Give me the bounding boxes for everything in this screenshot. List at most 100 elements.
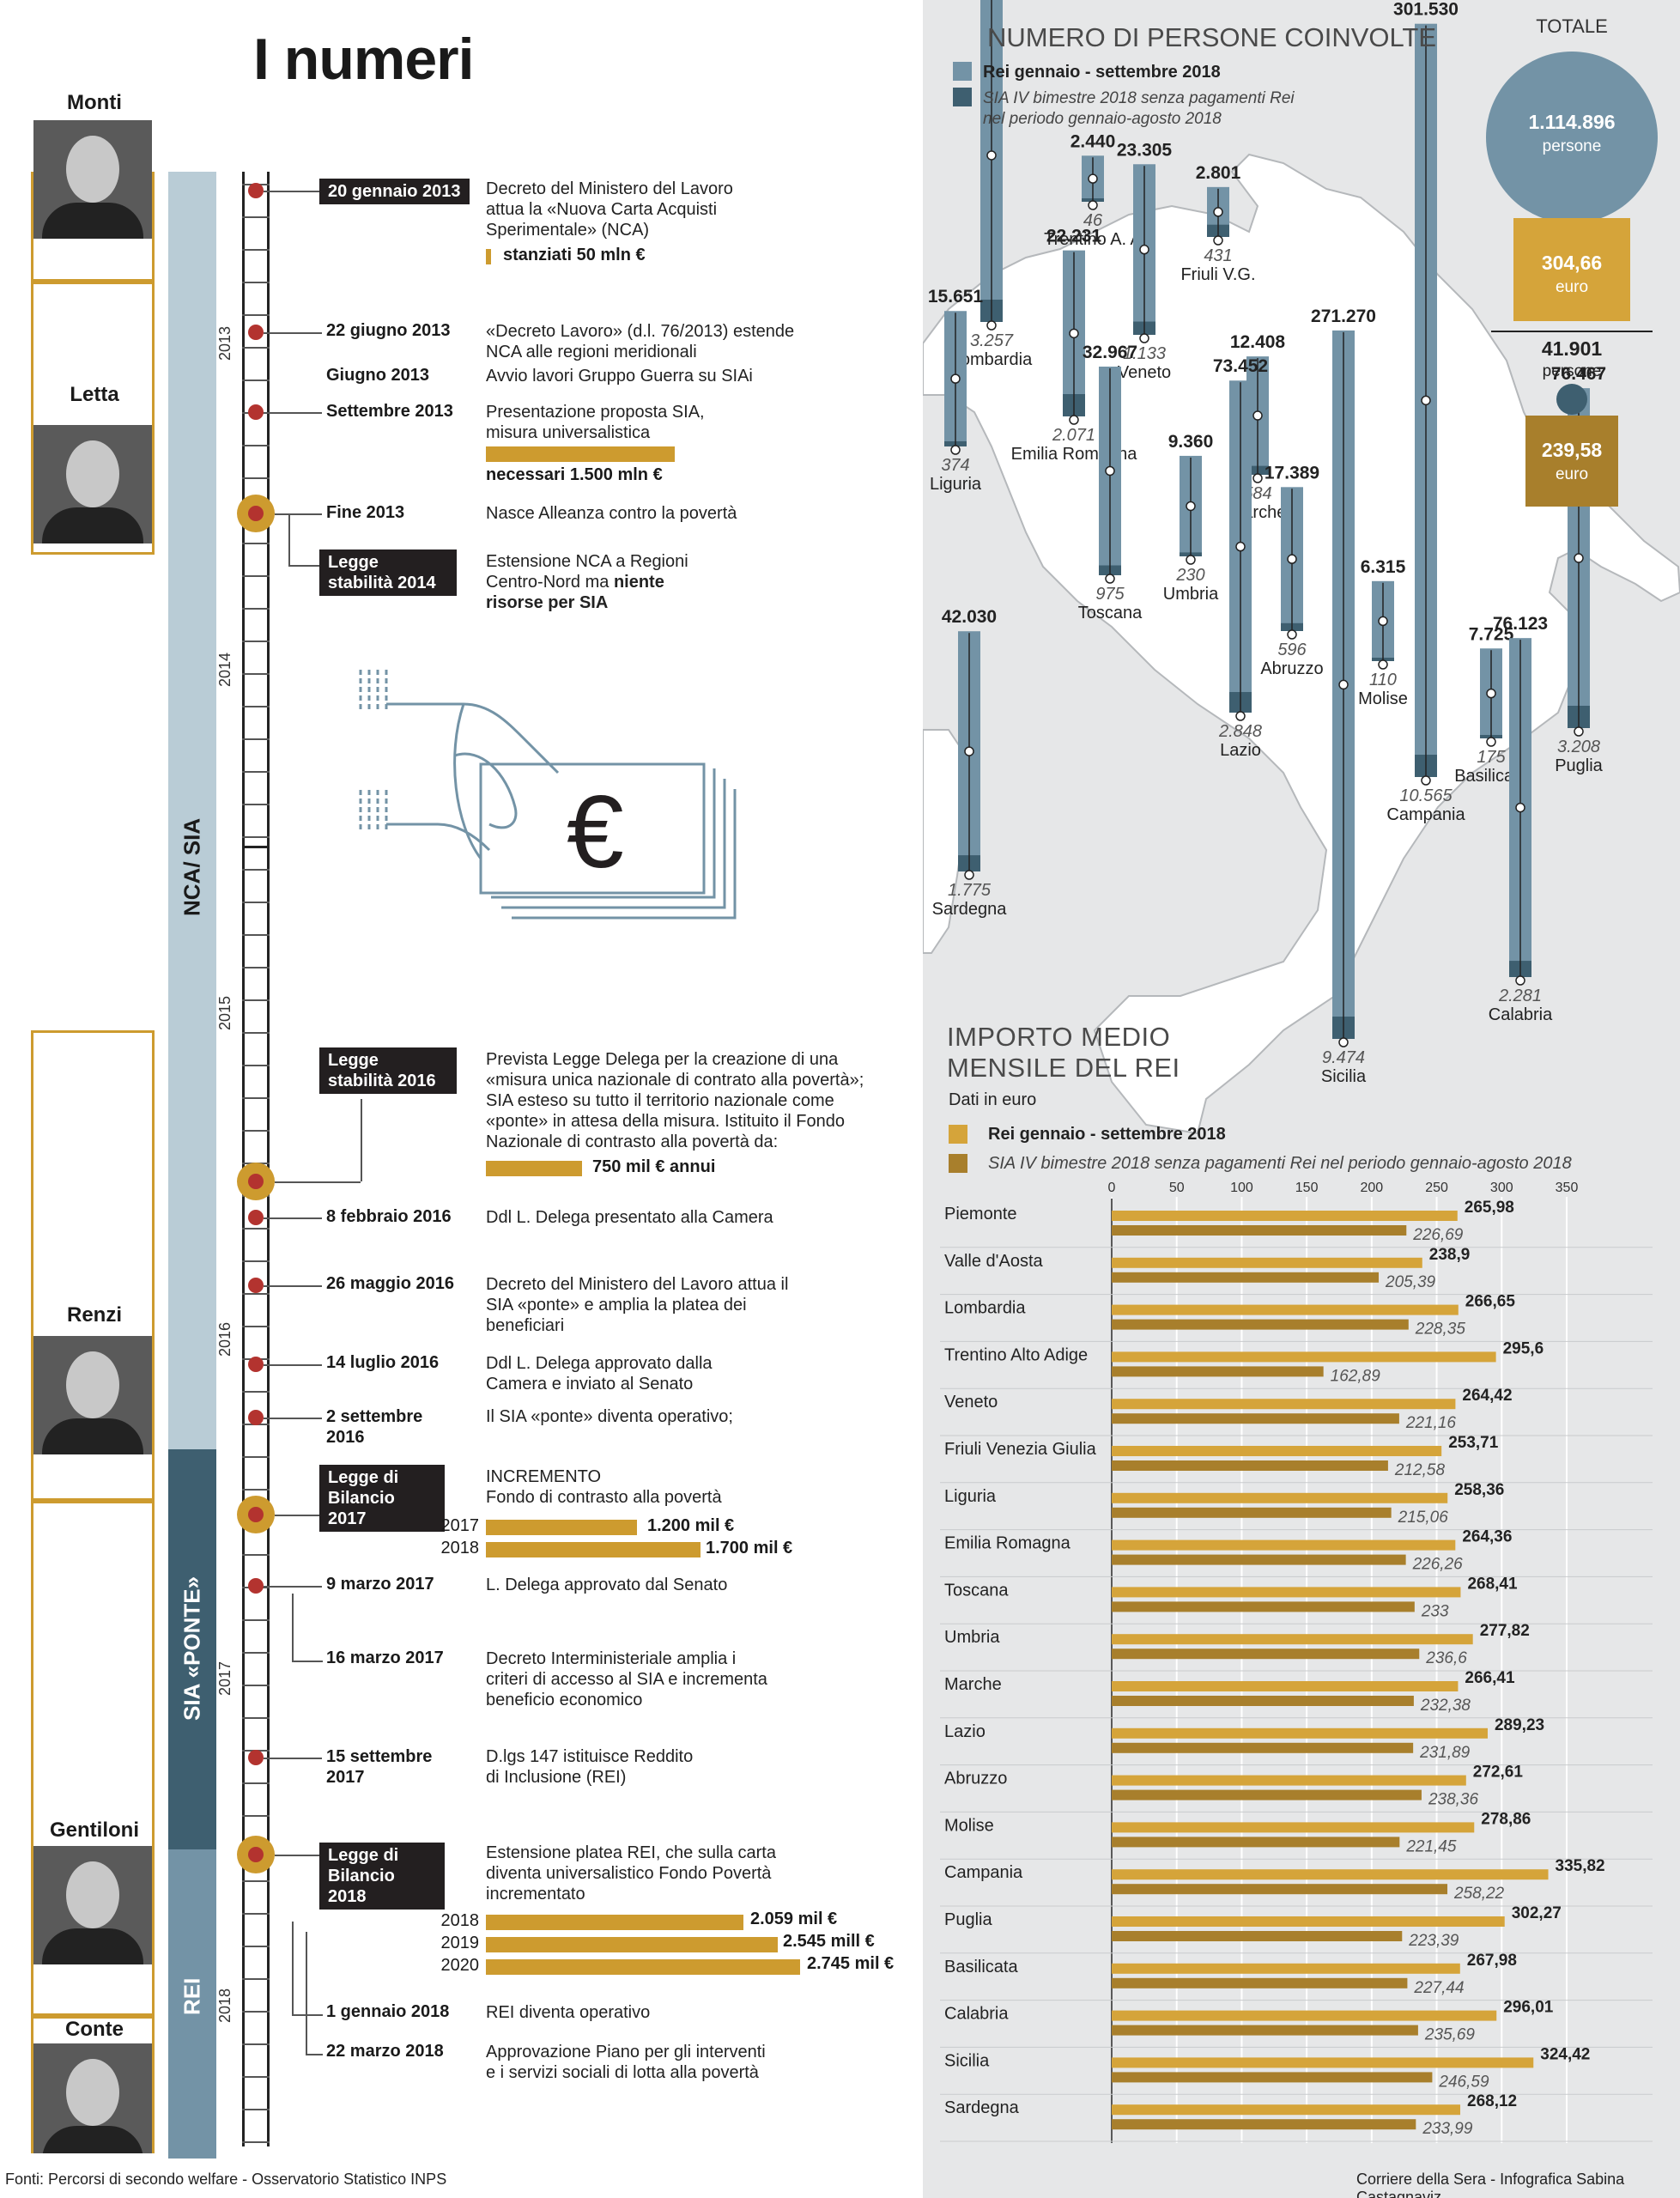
event-date-e1: 20 gennaio 2013 bbox=[319, 179, 470, 204]
bar-label-sia: 227,44 bbox=[1413, 1979, 1464, 1997]
map-label-rei: 9.360 bbox=[1168, 432, 1214, 452]
bar-label-sia: 228,35 bbox=[1415, 1321, 1466, 1339]
event-text-e9: Decreto del Ministero del Lavoro attua i… bbox=[486, 1275, 789, 1335]
category-label: Lazio bbox=[944, 1722, 986, 1741]
bar-sia bbox=[1112, 1884, 1448, 1895]
map-point-rei bbox=[1515, 802, 1525, 813]
event-dot bbox=[248, 1357, 264, 1372]
map-label-sia: 110 bbox=[1369, 671, 1397, 689]
fund-bar-e4 bbox=[486, 446, 675, 462]
category-label: Trentino Alto Adige bbox=[944, 1345, 1088, 1364]
map-label-rei: 76.467 bbox=[1551, 364, 1606, 384]
bar-rei bbox=[1112, 1257, 1422, 1268]
category-label: Basilicata bbox=[944, 1958, 1018, 1976]
event-text-e15: D.lgs 147 istituisce Reddito di Inclusio… bbox=[486, 1747, 694, 1787]
x-tick-label: 150 bbox=[1295, 1181, 1319, 1195]
bar-sia bbox=[1112, 1789, 1422, 1800]
rail-tick bbox=[242, 1685, 270, 1686]
person-name-gentiloni: Gentiloni bbox=[50, 1819, 139, 1842]
bar-rei bbox=[1112, 1351, 1496, 1363]
rail-tick bbox=[242, 575, 270, 577]
year-2013: 2013 bbox=[216, 326, 234, 361]
total-sia-people: 41.901 bbox=[1542, 337, 1603, 360]
event-date-e16: Legge di Bilancio 2018 bbox=[319, 1843, 445, 1910]
bar-sia bbox=[1112, 1648, 1420, 1660]
category-label: Lombardia bbox=[944, 1299, 1026, 1318]
total-sia-amount-unit: euro bbox=[1556, 465, 1588, 483]
amount-chart-title: IMPORTO MEDIO MENSILE DEL REI bbox=[947, 1022, 1180, 1083]
map-label-rei: 12.408 bbox=[1230, 332, 1286, 352]
map-point-rei bbox=[964, 746, 974, 756]
fund-label-e4: necessari 1.500 mln € bbox=[486, 465, 663, 484]
event-date-e8: 8 febbraio 2016 bbox=[326, 1207, 452, 1226]
bar-label-rei: 258,36 bbox=[1454, 1481, 1504, 1499]
event-date-e12: Legge di Bilancio 2017 bbox=[319, 1465, 445, 1532]
milestone-dot bbox=[237, 1496, 275, 1533]
rail-tick bbox=[242, 543, 270, 544]
bar-label-sia: 226,69 bbox=[1412, 1226, 1464, 1244]
fund-bar-e7 bbox=[486, 1161, 582, 1176]
category-label: Veneto bbox=[944, 1393, 998, 1412]
map-point-sia bbox=[1105, 574, 1115, 584]
bar-label-sia: 236,6 bbox=[1425, 1649, 1467, 1667]
bar-label-rei: 278,86 bbox=[1481, 1810, 1531, 1828]
map-point-rei bbox=[986, 150, 997, 161]
bar-label-sia: 258,22 bbox=[1453, 1885, 1505, 1903]
fund-bar bbox=[486, 1520, 637, 1535]
letta-period-box bbox=[31, 282, 155, 555]
bar-label-rei: 296,01 bbox=[1503, 1999, 1554, 2017]
svg-text:€: € bbox=[567, 774, 624, 890]
monti-photo bbox=[33, 120, 152, 239]
event-date-e10: 14 luglio 2016 bbox=[326, 1353, 440, 1372]
person-name-letta: Letta bbox=[70, 383, 119, 406]
category-label: Umbria bbox=[944, 1628, 1000, 1647]
rail-tick bbox=[242, 1489, 270, 1491]
bar-sia bbox=[1112, 2072, 1433, 2083]
map-region-name: Trentino A. A bbox=[1044, 230, 1142, 249]
map-point-rei bbox=[1486, 688, 1496, 699]
legend-swatch-rei bbox=[953, 62, 972, 81]
rail-tick bbox=[242, 1652, 270, 1654]
bar-sia bbox=[1112, 1225, 1407, 1236]
event-date-e18: 22 marzo 2018 bbox=[326, 2042, 444, 2061]
event-date-e3: Giugno 2013 bbox=[326, 366, 430, 385]
category-label: Calabria bbox=[944, 2005, 1009, 2024]
bar-label-rei: 267,98 bbox=[1467, 1952, 1517, 1970]
category-label: Campania bbox=[944, 1863, 1023, 1882]
map-point-rei bbox=[1252, 410, 1263, 421]
bar-label-sia: 212,58 bbox=[1394, 1461, 1446, 1479]
map-point-sia bbox=[1421, 775, 1431, 786]
map-point-rei bbox=[1105, 465, 1115, 477]
rail-tick bbox=[242, 477, 270, 479]
category-label: Toscana bbox=[944, 1581, 1009, 1600]
map-chart-title: NUMERO DI PERSONE COINVOLTE bbox=[987, 22, 1436, 52]
fund-label-e7: 750 mil € annui bbox=[592, 1157, 716, 1176]
event-text-e1: Decreto del Ministero del Lavoro attua l… bbox=[486, 179, 733, 240]
category-label: Liguria bbox=[944, 1487, 997, 1506]
person-name-monti: Monti bbox=[67, 91, 122, 114]
map-label-rei: 7.725 bbox=[1469, 624, 1514, 644]
map-label-rei: 301.530 bbox=[1393, 0, 1459, 20]
rail-tick bbox=[242, 2043, 270, 2045]
bar-label-rei: 268,41 bbox=[1467, 1575, 1518, 1593]
map-region-name: Liguria bbox=[930, 475, 982, 494]
map-label-rei: 2.801 bbox=[1196, 163, 1241, 183]
event-date-e15: 15 settembre 2017 bbox=[326, 1747, 433, 1787]
milestone-dot bbox=[237, 1836, 275, 1873]
total-sia-circle bbox=[1556, 384, 1587, 415]
bar-sia bbox=[1112, 1931, 1403, 1941]
bar-label-rei: 264,42 bbox=[1462, 1387, 1512, 1405]
legend-sia-amount: SIA IV bimestre 2018 senza pagamenti Rei… bbox=[988, 1154, 1572, 1173]
total-rei-people: 1.114.896 bbox=[1528, 111, 1615, 133]
fund-label: 2.745 mil € bbox=[807, 1954, 895, 1973]
event-date-e7: Legge stabilità 2016 bbox=[319, 1047, 457, 1094]
fund-label-e1: stanziati 50 mln € bbox=[503, 246, 646, 264]
euro-illustration: € bbox=[359, 670, 737, 920]
fund-bar bbox=[486, 1915, 743, 1930]
map-label-sia: 46 bbox=[1083, 211, 1103, 230]
bar-sia bbox=[1112, 1601, 1415, 1612]
rail-tick bbox=[242, 771, 270, 773]
rail-tick bbox=[242, 2011, 270, 2013]
rail-tick bbox=[242, 1130, 270, 1132]
bar-label-rei: 264,36 bbox=[1462, 1528, 1512, 1546]
